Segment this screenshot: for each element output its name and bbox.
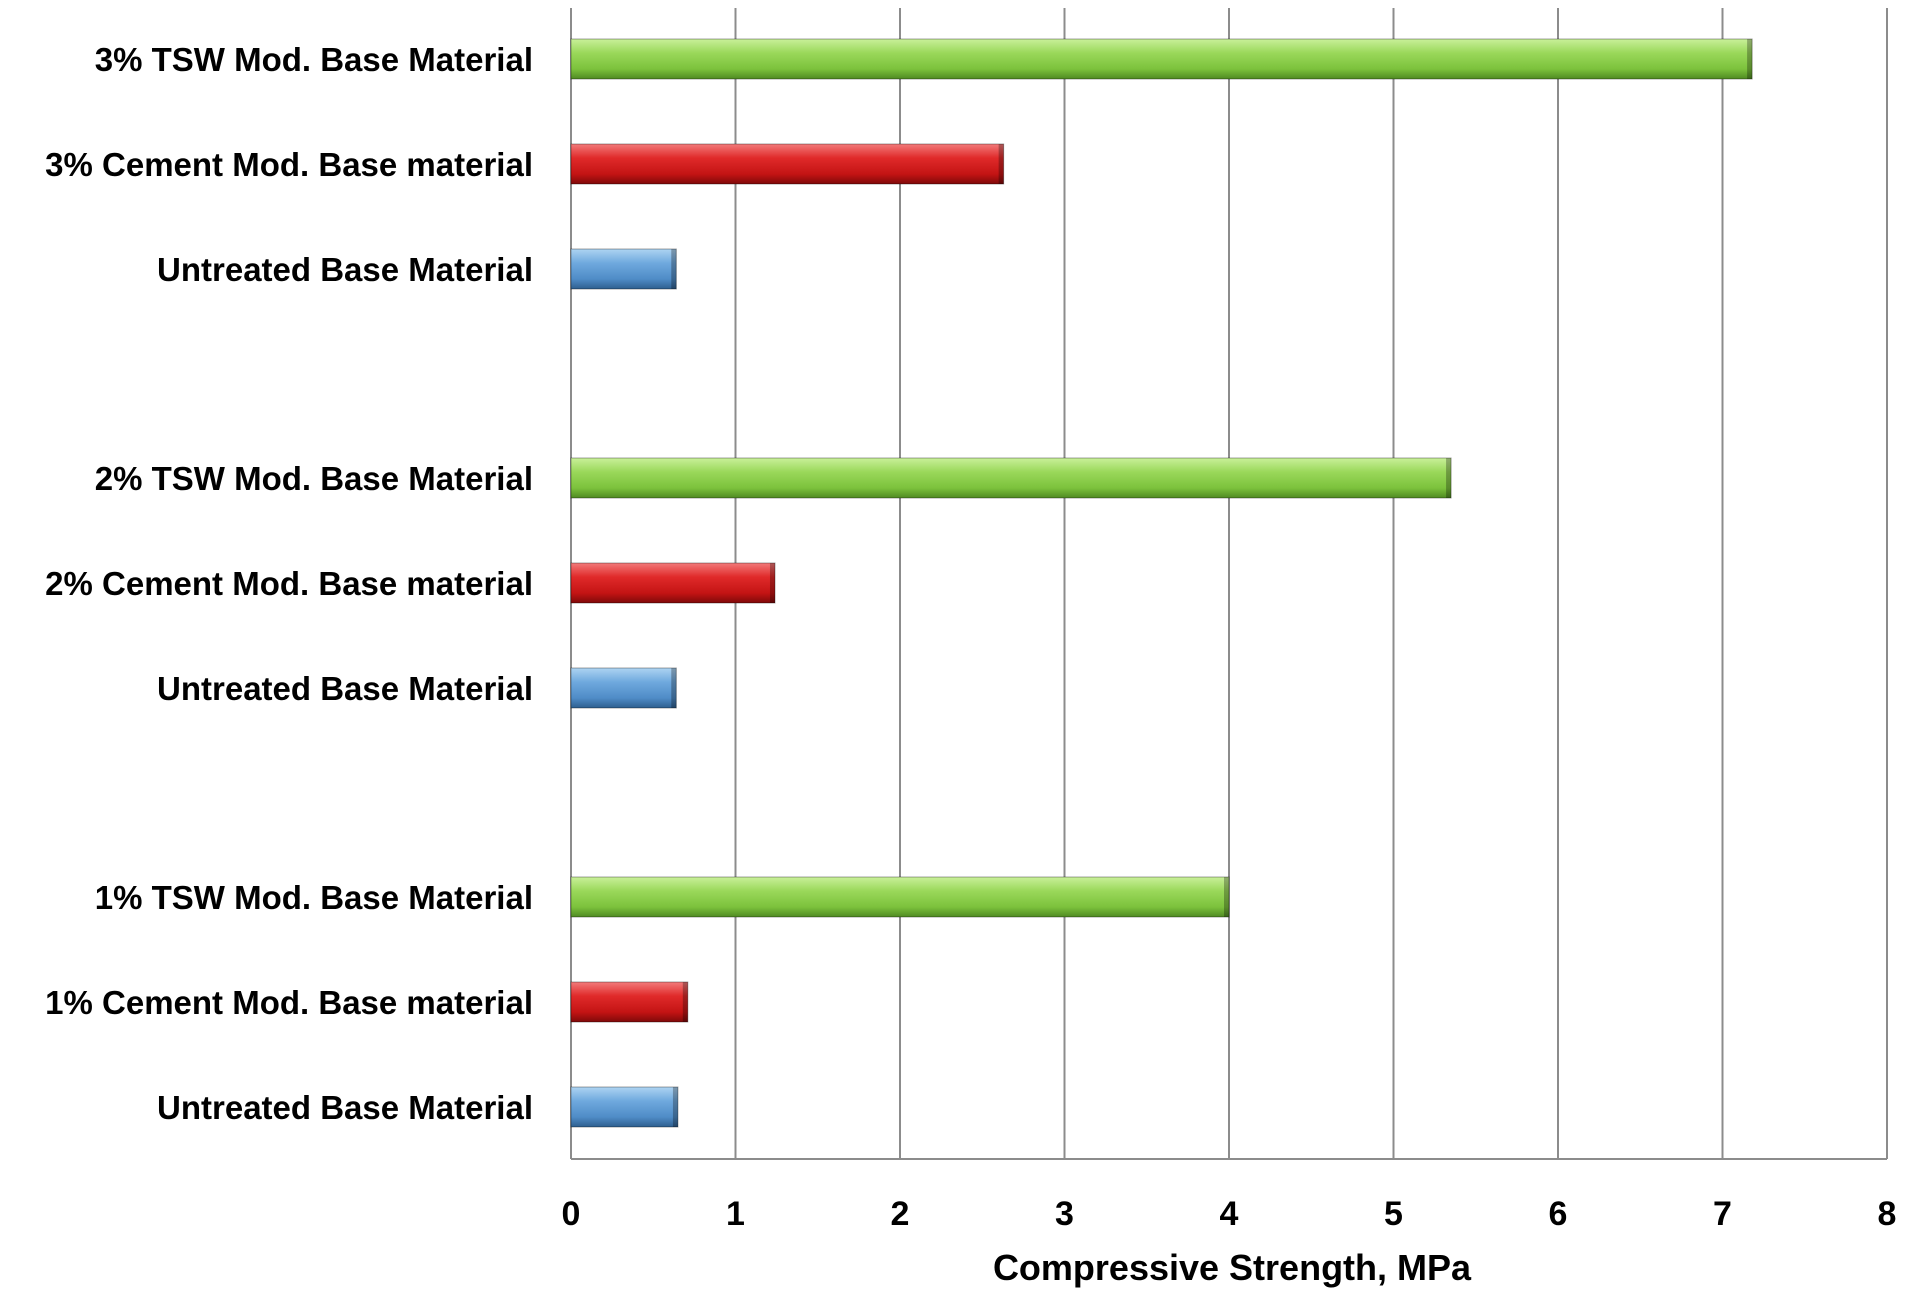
bar-cap-8: [672, 1087, 678, 1127]
category-labels: 3% TSW Mod. Base Material 3% Cement Mod. …: [45, 41, 533, 1126]
bar-cap-3: [1446, 458, 1452, 498]
category-label-6: 1% TSW Mod. Base Material: [95, 879, 533, 916]
x-tick-label-6: 6: [1549, 1195, 1568, 1233]
x-tick-label-3: 3: [1055, 1195, 1074, 1233]
bar-3: [570, 457, 1452, 499]
category-label-3: 2% TSW Mod. Base Material: [95, 460, 533, 497]
bars: [570, 38, 1753, 1128]
category-label-5: Untreated Base Material: [157, 670, 533, 707]
bar-5: [570, 667, 677, 709]
bar-8: [570, 1086, 679, 1128]
x-axis-title: Compressive Strength, MPa: [993, 1247, 1472, 1288]
bar-cap-7: [682, 982, 688, 1022]
x-tick-label-8: 8: [1878, 1195, 1897, 1233]
bar-4: [570, 562, 776, 604]
bar-cap-1: [998, 144, 1004, 184]
bar-7: [570, 981, 689, 1023]
x-tick-labels: 0 1 2 3 4 5 6 7 8: [562, 1195, 1897, 1233]
bar-cap-6: [1224, 877, 1229, 917]
x-tick-label-2: 2: [891, 1195, 910, 1233]
category-label-1: 3% Cement Mod. Base material: [45, 146, 533, 183]
x-tick-label-5: 5: [1384, 1195, 1403, 1233]
bar-cap-5: [671, 668, 677, 708]
bar-cap-2: [671, 249, 677, 289]
bar-cap-0: [1747, 39, 1753, 79]
bar-0: [570, 38, 1753, 80]
category-label-4: 2% Cement Mod. Base material: [45, 565, 533, 602]
bar-2: [570, 248, 677, 290]
x-tick-label-7: 7: [1713, 1195, 1732, 1233]
x-tick-label-0: 0: [562, 1195, 581, 1233]
bar-6: [570, 876, 1230, 918]
bar-cap-4: [769, 563, 775, 603]
category-label-7: 1% Cement Mod. Base material: [45, 984, 533, 1021]
category-label-0: 3% TSW Mod. Base Material: [95, 41, 533, 78]
category-label-8: Untreated Base Material: [157, 1089, 533, 1126]
x-tick-label-4: 4: [1220, 1195, 1239, 1233]
gridlines: [570, 8, 1888, 1160]
category-label-2: Untreated Base Material: [157, 251, 533, 288]
x-tick-label-1: 1: [726, 1195, 745, 1233]
bar-1: [570, 143, 1005, 185]
